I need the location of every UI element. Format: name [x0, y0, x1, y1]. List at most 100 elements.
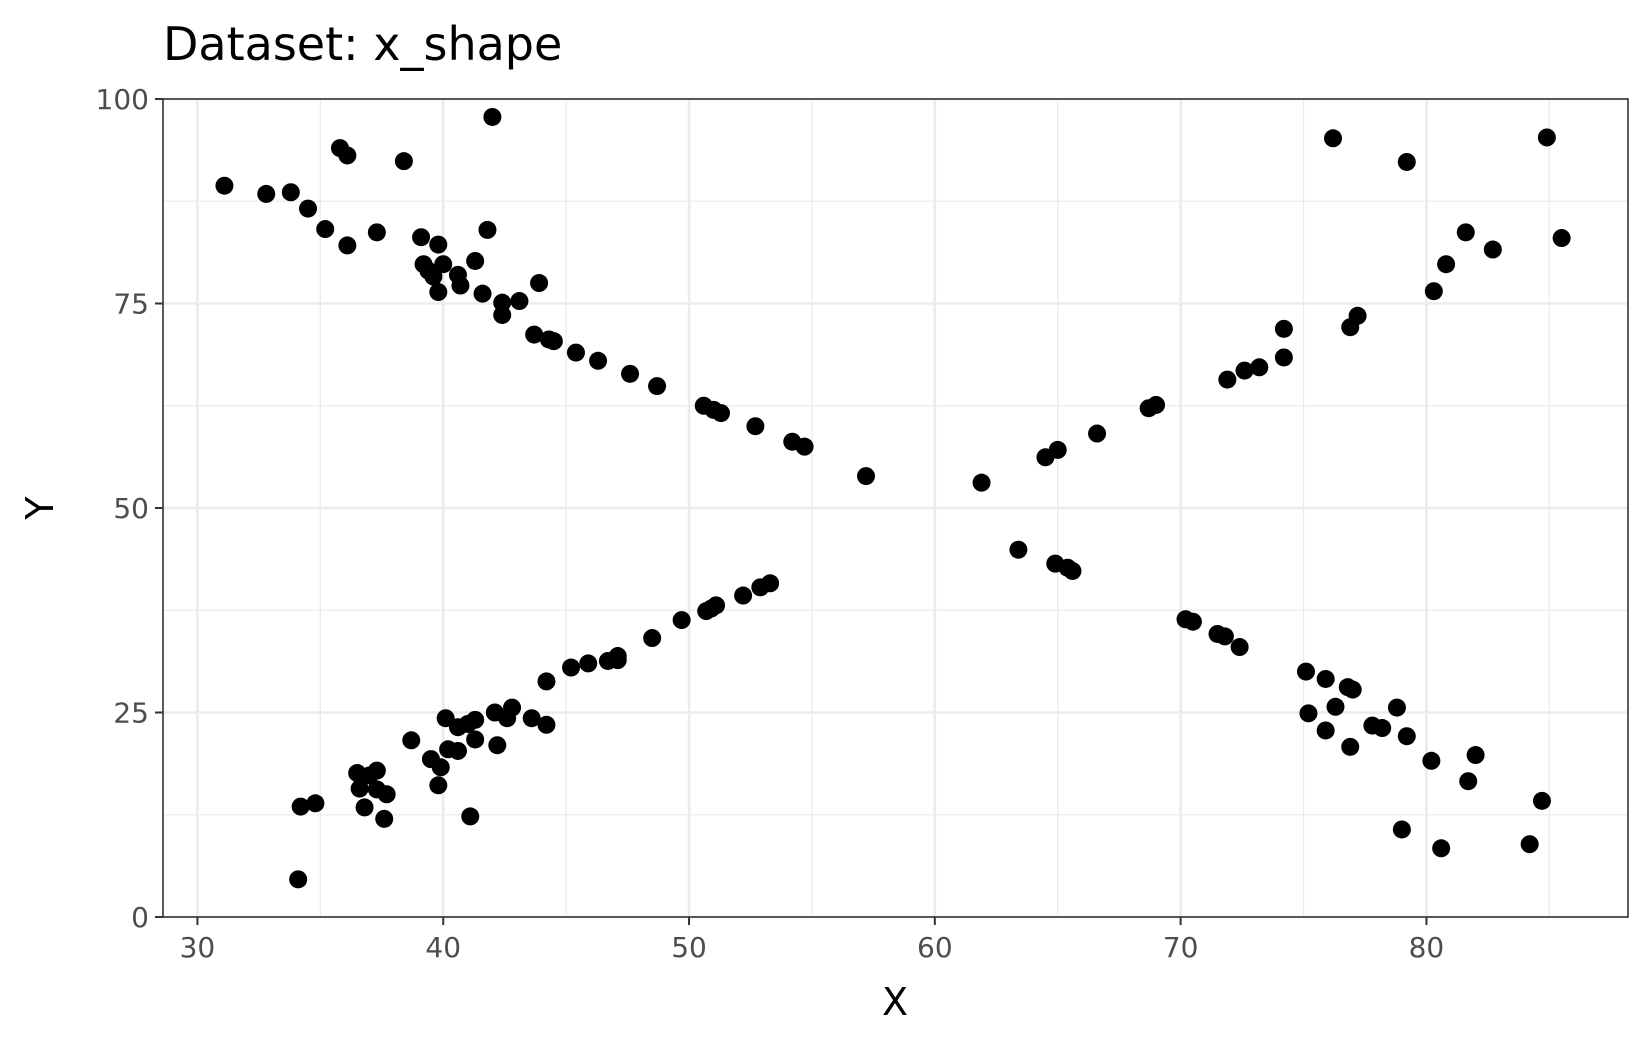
data-point	[355, 798, 374, 817]
data-point	[1437, 255, 1456, 274]
data-point	[1218, 370, 1237, 389]
data-point	[424, 267, 443, 286]
data-point	[672, 611, 691, 630]
data-point	[1392, 820, 1411, 839]
x-tick-label: 30	[180, 931, 216, 964]
data-point	[579, 654, 598, 673]
data-point	[1456, 223, 1475, 242]
data-point	[429, 283, 448, 302]
data-point	[1343, 680, 1362, 699]
data-point	[493, 305, 512, 324]
data-point	[350, 779, 369, 798]
y-tick-label: 0	[131, 901, 149, 934]
data-point	[1466, 746, 1485, 765]
data-point	[1373, 719, 1392, 738]
data-point	[1432, 839, 1451, 858]
data-point	[530, 274, 549, 293]
data-point	[761, 574, 780, 593]
data-point	[338, 146, 357, 165]
data-point	[1397, 727, 1416, 746]
data-point	[1422, 751, 1441, 770]
x-tick-label: 80	[1409, 931, 1445, 964]
data-point	[215, 176, 234, 195]
x-axis: 30 40 50 60 70 80	[180, 917, 1445, 964]
data-point	[1537, 128, 1556, 147]
y-tick-label: 75	[113, 288, 149, 321]
data-point	[1520, 835, 1539, 854]
data-point	[746, 417, 765, 436]
data-point	[795, 437, 814, 456]
data-point	[338, 236, 357, 255]
data-point	[291, 797, 310, 816]
data-point	[466, 251, 485, 270]
data-point	[451, 276, 470, 295]
data-point	[461, 807, 480, 826]
data-point	[857, 467, 876, 486]
data-point	[429, 235, 448, 254]
data-point	[707, 596, 726, 615]
data-point	[478, 220, 497, 239]
data-point	[972, 473, 991, 492]
x-axis-label: X	[882, 980, 908, 1024]
data-point	[448, 741, 467, 760]
data-point	[367, 761, 386, 780]
data-point	[394, 152, 413, 171]
data-point	[711, 404, 730, 423]
data-point	[1235, 361, 1254, 380]
data-point	[466, 730, 485, 749]
data-point	[375, 809, 394, 828]
data-point	[1063, 561, 1082, 580]
data-point	[483, 107, 502, 126]
data-point	[734, 586, 753, 605]
data-point	[643, 629, 662, 648]
data-point	[1459, 772, 1478, 791]
data-point	[1348, 306, 1367, 325]
data-point	[412, 228, 431, 247]
data-point	[510, 292, 529, 311]
data-point	[1183, 612, 1202, 631]
y-tick-label: 100	[96, 83, 149, 116]
data-point	[1274, 319, 1293, 338]
data-point	[1215, 627, 1234, 646]
x-tick-label: 60	[917, 931, 953, 964]
data-point	[537, 672, 556, 691]
data-point	[1483, 240, 1502, 259]
data-point	[488, 736, 507, 755]
data-point	[377, 785, 396, 804]
data-point	[1424, 282, 1443, 301]
data-point	[1230, 638, 1249, 657]
data-point	[1299, 704, 1318, 723]
data-point	[522, 709, 541, 728]
data-point	[1341, 737, 1360, 756]
data-point	[289, 870, 308, 889]
data-point	[1532, 791, 1551, 810]
data-point	[466, 710, 485, 729]
data-point	[1316, 669, 1335, 688]
data-point	[648, 377, 667, 396]
data-point	[1387, 698, 1406, 717]
data-point	[1147, 395, 1166, 414]
data-points	[215, 107, 1571, 889]
data-point	[281, 183, 300, 202]
data-point	[299, 199, 318, 218]
y-tick-label: 50	[113, 492, 149, 525]
x-tick-label: 70	[1163, 931, 1199, 964]
data-point	[257, 184, 276, 203]
data-point	[566, 343, 585, 362]
data-point	[1397, 152, 1416, 171]
data-point	[367, 223, 386, 242]
data-point	[1009, 540, 1028, 559]
data-point	[525, 325, 544, 344]
data-point	[503, 698, 522, 717]
data-point	[621, 364, 640, 383]
x-tick-label: 50	[671, 931, 707, 964]
data-point	[537, 715, 556, 734]
data-point	[473, 284, 492, 303]
data-point	[429, 776, 448, 795]
data-point	[1250, 358, 1269, 377]
data-point	[1274, 348, 1293, 367]
x-tick-label: 40	[425, 931, 461, 964]
data-point	[1296, 662, 1315, 681]
chart-title: Dataset: x_shape	[163, 17, 562, 71]
data-point	[1552, 229, 1571, 248]
